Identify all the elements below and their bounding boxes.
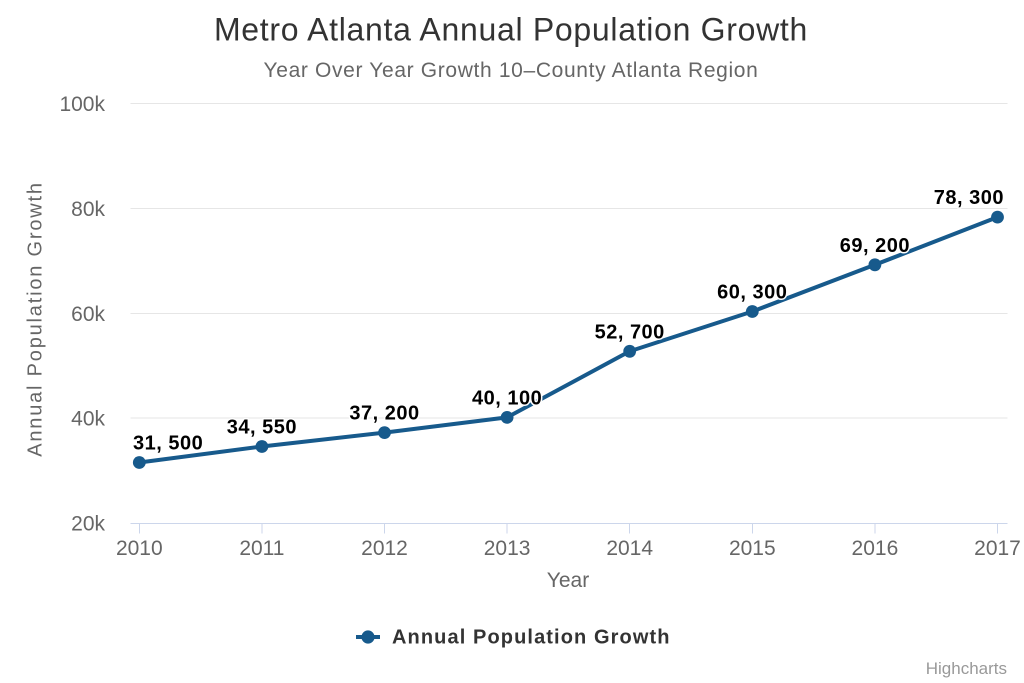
- svg-text:2010: 2010: [116, 537, 163, 560]
- svg-text:37, 200: 37, 200: [349, 403, 419, 425]
- svg-text:52, 700: 52, 700: [595, 321, 665, 343]
- svg-text:2015: 2015: [729, 537, 776, 560]
- svg-text:80k: 80k: [71, 198, 105, 221]
- svg-text:Metro Atlanta Annual Populatio: Metro Atlanta Annual Population Growth: [214, 12, 808, 48]
- svg-text:Annual Population Growth: Annual Population Growth: [392, 627, 671, 649]
- svg-text:Highcharts: Highcharts: [926, 659, 1007, 678]
- svg-text:34, 550: 34, 550: [227, 417, 297, 439]
- svg-text:69, 200: 69, 200: [840, 235, 910, 257]
- svg-text:100k: 100k: [59, 93, 105, 116]
- svg-text:Year: Year: [547, 569, 589, 592]
- svg-text:2014: 2014: [606, 537, 653, 560]
- svg-text:2012: 2012: [361, 537, 408, 560]
- svg-text:2016: 2016: [852, 537, 899, 560]
- svg-text:Year Over Year Growth 10–Count: Year Over Year Growth 10–County Atlanta …: [264, 59, 759, 82]
- svg-text:40, 100: 40, 100: [472, 387, 542, 409]
- svg-text:20k: 20k: [71, 512, 105, 535]
- svg-text:31, 500: 31, 500: [133, 433, 203, 455]
- svg-text:60, 300: 60, 300: [717, 282, 787, 304]
- svg-text:60k: 60k: [71, 303, 105, 326]
- svg-text:2011: 2011: [239, 537, 284, 560]
- svg-text:78, 300: 78, 300: [934, 187, 1004, 209]
- svg-text:2017: 2017: [974, 537, 1021, 560]
- svg-text:2013: 2013: [484, 537, 531, 560]
- svg-text:40k: 40k: [71, 407, 105, 430]
- svg-text:Annual Population Growth: Annual Population Growth: [25, 181, 47, 457]
